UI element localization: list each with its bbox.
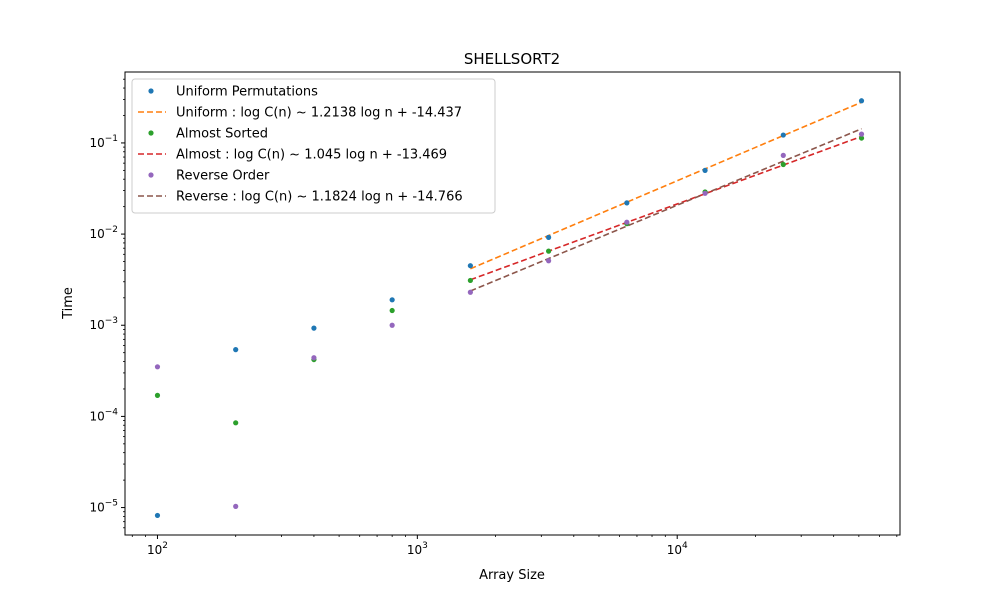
x-axis-title: Array Size (479, 568, 545, 583)
data-point-4 (702, 190, 708, 196)
chart-title: SHELLSORT2 (464, 50, 560, 68)
plot-frame (124, 71, 901, 536)
legend-marker (148, 172, 154, 178)
axis-ticks: 102 103 104 10−5 10−4 10−3 10−2 10−1 (89, 78, 898, 557)
data-point-0 (154, 512, 161, 519)
data-point-0 (858, 98, 865, 104)
legend-label: Almost Sorted (176, 127, 268, 142)
x-tick-label: 103 (407, 541, 428, 557)
x-tick-label: 102 (147, 541, 168, 557)
plot-area (154, 98, 865, 519)
data-point-2 (780, 161, 786, 168)
legend-marker (148, 130, 154, 136)
data-point-0 (702, 167, 708, 173)
data-point-2 (233, 420, 239, 426)
data-point-2 (546, 248, 552, 254)
data-point-0 (233, 347, 239, 353)
legend-marker (148, 88, 154, 94)
fit-line-5 (470, 128, 862, 292)
data-point-4 (389, 322, 395, 328)
data-point-4 (780, 152, 786, 158)
data-point-2 (467, 277, 473, 284)
data-point-2 (858, 135, 865, 141)
legend-label: Reverse Order (176, 169, 270, 184)
y-tick-label: 10−1 (89, 134, 118, 150)
data-point-4 (858, 131, 865, 137)
data-point-4 (624, 219, 630, 225)
legend: Uniform Permutations Uniform : log C(n) ~… (131, 78, 496, 214)
data-point-0 (780, 132, 786, 138)
legend-label: Almost : log C(n) ~ 1.045 log n + -13.46… (176, 148, 447, 163)
data-point-0 (624, 200, 630, 206)
y-tick-label: 10−5 (89, 499, 118, 515)
y-axis-title: Time (61, 287, 76, 320)
data-point-4 (311, 355, 317, 361)
legend-label: Uniform Permutations (176, 85, 318, 100)
data-point-2 (389, 307, 395, 314)
data-point-0 (546, 234, 552, 240)
data-point-0 (467, 263, 473, 269)
data-point-0 (389, 297, 395, 303)
y-tick-label: 10−3 (89, 316, 118, 332)
data-point-2 (154, 392, 161, 398)
data-point-4 (233, 503, 239, 509)
legend-box (131, 78, 496, 214)
x-tick-label: 104 (667, 541, 688, 557)
data-point-4 (467, 289, 473, 295)
data-point-0 (311, 325, 317, 331)
data-point-4 (154, 364, 161, 370)
data-point-4 (546, 258, 552, 264)
legend-label: Uniform : log C(n) ~ 1.2138 log n + -14.… (176, 106, 462, 121)
fit-line-3 (470, 135, 862, 281)
y-tick-label: 10−4 (89, 407, 118, 423)
y-tick-label: 10−2 (89, 225, 118, 241)
fit-line-1 (470, 101, 862, 270)
legend-label: Reverse : log C(n) ~ 1.1824 log n + -14.… (176, 190, 463, 205)
